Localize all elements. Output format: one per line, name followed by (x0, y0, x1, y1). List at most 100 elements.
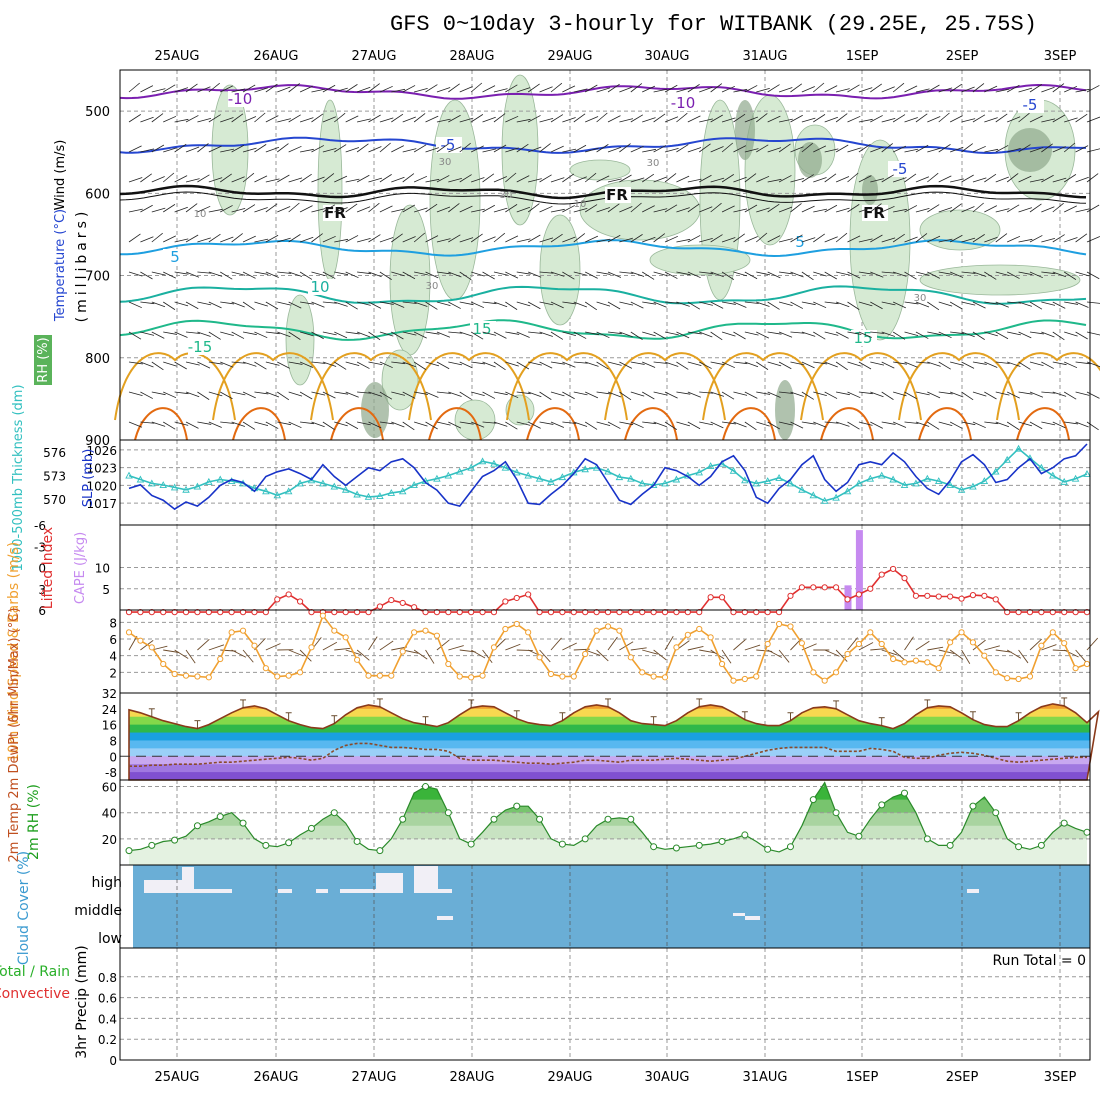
wind-barb (824, 361, 838, 368)
wind-barb (721, 331, 736, 337)
wind-barb (448, 177, 462, 183)
isotherm-25 (1016, 407, 1070, 441)
lifted-index-point (810, 584, 817, 591)
rh2m-point (399, 815, 407, 823)
rh2m-point (444, 809, 452, 817)
wind-barb (1064, 205, 1077, 213)
wind-barb (470, 421, 485, 428)
wind-barb (322, 331, 337, 336)
wind-barb (949, 234, 963, 243)
wind-barb (995, 208, 1010, 213)
wind-barb (562, 642, 577, 651)
wind-barb (642, 205, 655, 213)
wind-barb (835, 649, 848, 662)
label-bg (1018, 97, 1044, 113)
wind-barb (721, 237, 736, 243)
ylabel-temp2m: 2m Temp 2m DewPt (6hr Min/Max) (°C) (7, 608, 22, 863)
wind-barb (1041, 118, 1056, 123)
wind-barb (744, 173, 757, 183)
rh2m-point (695, 841, 703, 849)
wind-speed-point (741, 675, 748, 683)
ylabel-rh2m: 2m RH (%) (26, 784, 42, 860)
rh-band (129, 782, 1087, 800)
wind-barb (744, 148, 759, 153)
wind-barb (1052, 361, 1067, 366)
wind-barb (813, 177, 827, 183)
wind-barb (699, 143, 711, 153)
temp-band (129, 772, 1090, 780)
wind-barb (402, 173, 415, 183)
wind-barb (322, 421, 335, 430)
wind-barb (1052, 83, 1065, 93)
wind-barb (824, 85, 838, 93)
wind-barb (516, 391, 531, 395)
wind-barb (949, 115, 963, 123)
panel-frame (119, 69, 1091, 441)
wind-barb (835, 113, 848, 123)
wind-barb (1041, 206, 1055, 213)
wind-barb (687, 645, 704, 651)
wind-barb (756, 331, 770, 339)
wind-barb (493, 301, 508, 308)
wind-barb (961, 421, 976, 426)
isotherm-25 (232, 407, 286, 441)
wind-barb (664, 116, 679, 123)
wind-barb (870, 331, 885, 334)
wind-barb (220, 236, 234, 243)
wind-barb (756, 144, 769, 153)
wind-barb (277, 206, 291, 213)
thickness-point (900, 481, 909, 488)
wind-barb (471, 391, 485, 397)
isotherm-25 (624, 407, 678, 441)
wind-barb (231, 421, 246, 427)
wind-barb (185, 115, 199, 123)
wind-barb (448, 421, 462, 429)
wind-barb (220, 361, 234, 368)
rh2m-point (330, 809, 338, 817)
wind-barb (893, 391, 907, 397)
rh2m-point (1060, 819, 1068, 827)
wind-barb (641, 173, 655, 183)
wind-barb (539, 143, 551, 153)
wind-barb (299, 148, 314, 153)
lifted-index-point (513, 594, 520, 602)
wind-barb (596, 421, 611, 427)
wind-barb (619, 174, 632, 183)
wind-barb (892, 331, 906, 340)
wind-speed-point (604, 623, 612, 630)
wind-barb (573, 144, 587, 153)
wind-barb (368, 83, 380, 93)
rh-contour (429, 99, 481, 301)
wind-barb (1041, 86, 1055, 93)
isotherm-25 (428, 407, 482, 441)
wind-barb (197, 174, 210, 183)
rh2m-point (422, 783, 430, 791)
wind-barb (197, 361, 211, 369)
wind-barb (653, 88, 668, 93)
wind-barb (151, 301, 166, 308)
wind-barb (949, 83, 962, 93)
wind-barb (699, 301, 713, 306)
wind-barb (687, 271, 701, 279)
wind-barb (995, 361, 1010, 364)
wind-speed-point (924, 659, 931, 666)
y-tick-label: 1020 (86, 479, 117, 493)
wind-barb (961, 237, 976, 243)
wind-barb (984, 85, 998, 93)
wind-barb (687, 331, 702, 335)
lifted-index-point (285, 591, 292, 598)
thickness-point (786, 479, 795, 487)
wind-barb (835, 301, 850, 308)
wind-barb (664, 147, 679, 153)
wind-barb (379, 205, 393, 213)
wind-barb (1075, 421, 1089, 428)
wind-barb (596, 331, 610, 339)
wind-barb (858, 391, 873, 395)
wind-barb (357, 391, 372, 394)
wind-barb (915, 176, 930, 183)
thickness-point (946, 481, 954, 488)
thickness-point (467, 463, 475, 471)
thickness-point (330, 482, 339, 490)
wind-barb (254, 421, 269, 427)
wind-speed-point (639, 669, 646, 676)
